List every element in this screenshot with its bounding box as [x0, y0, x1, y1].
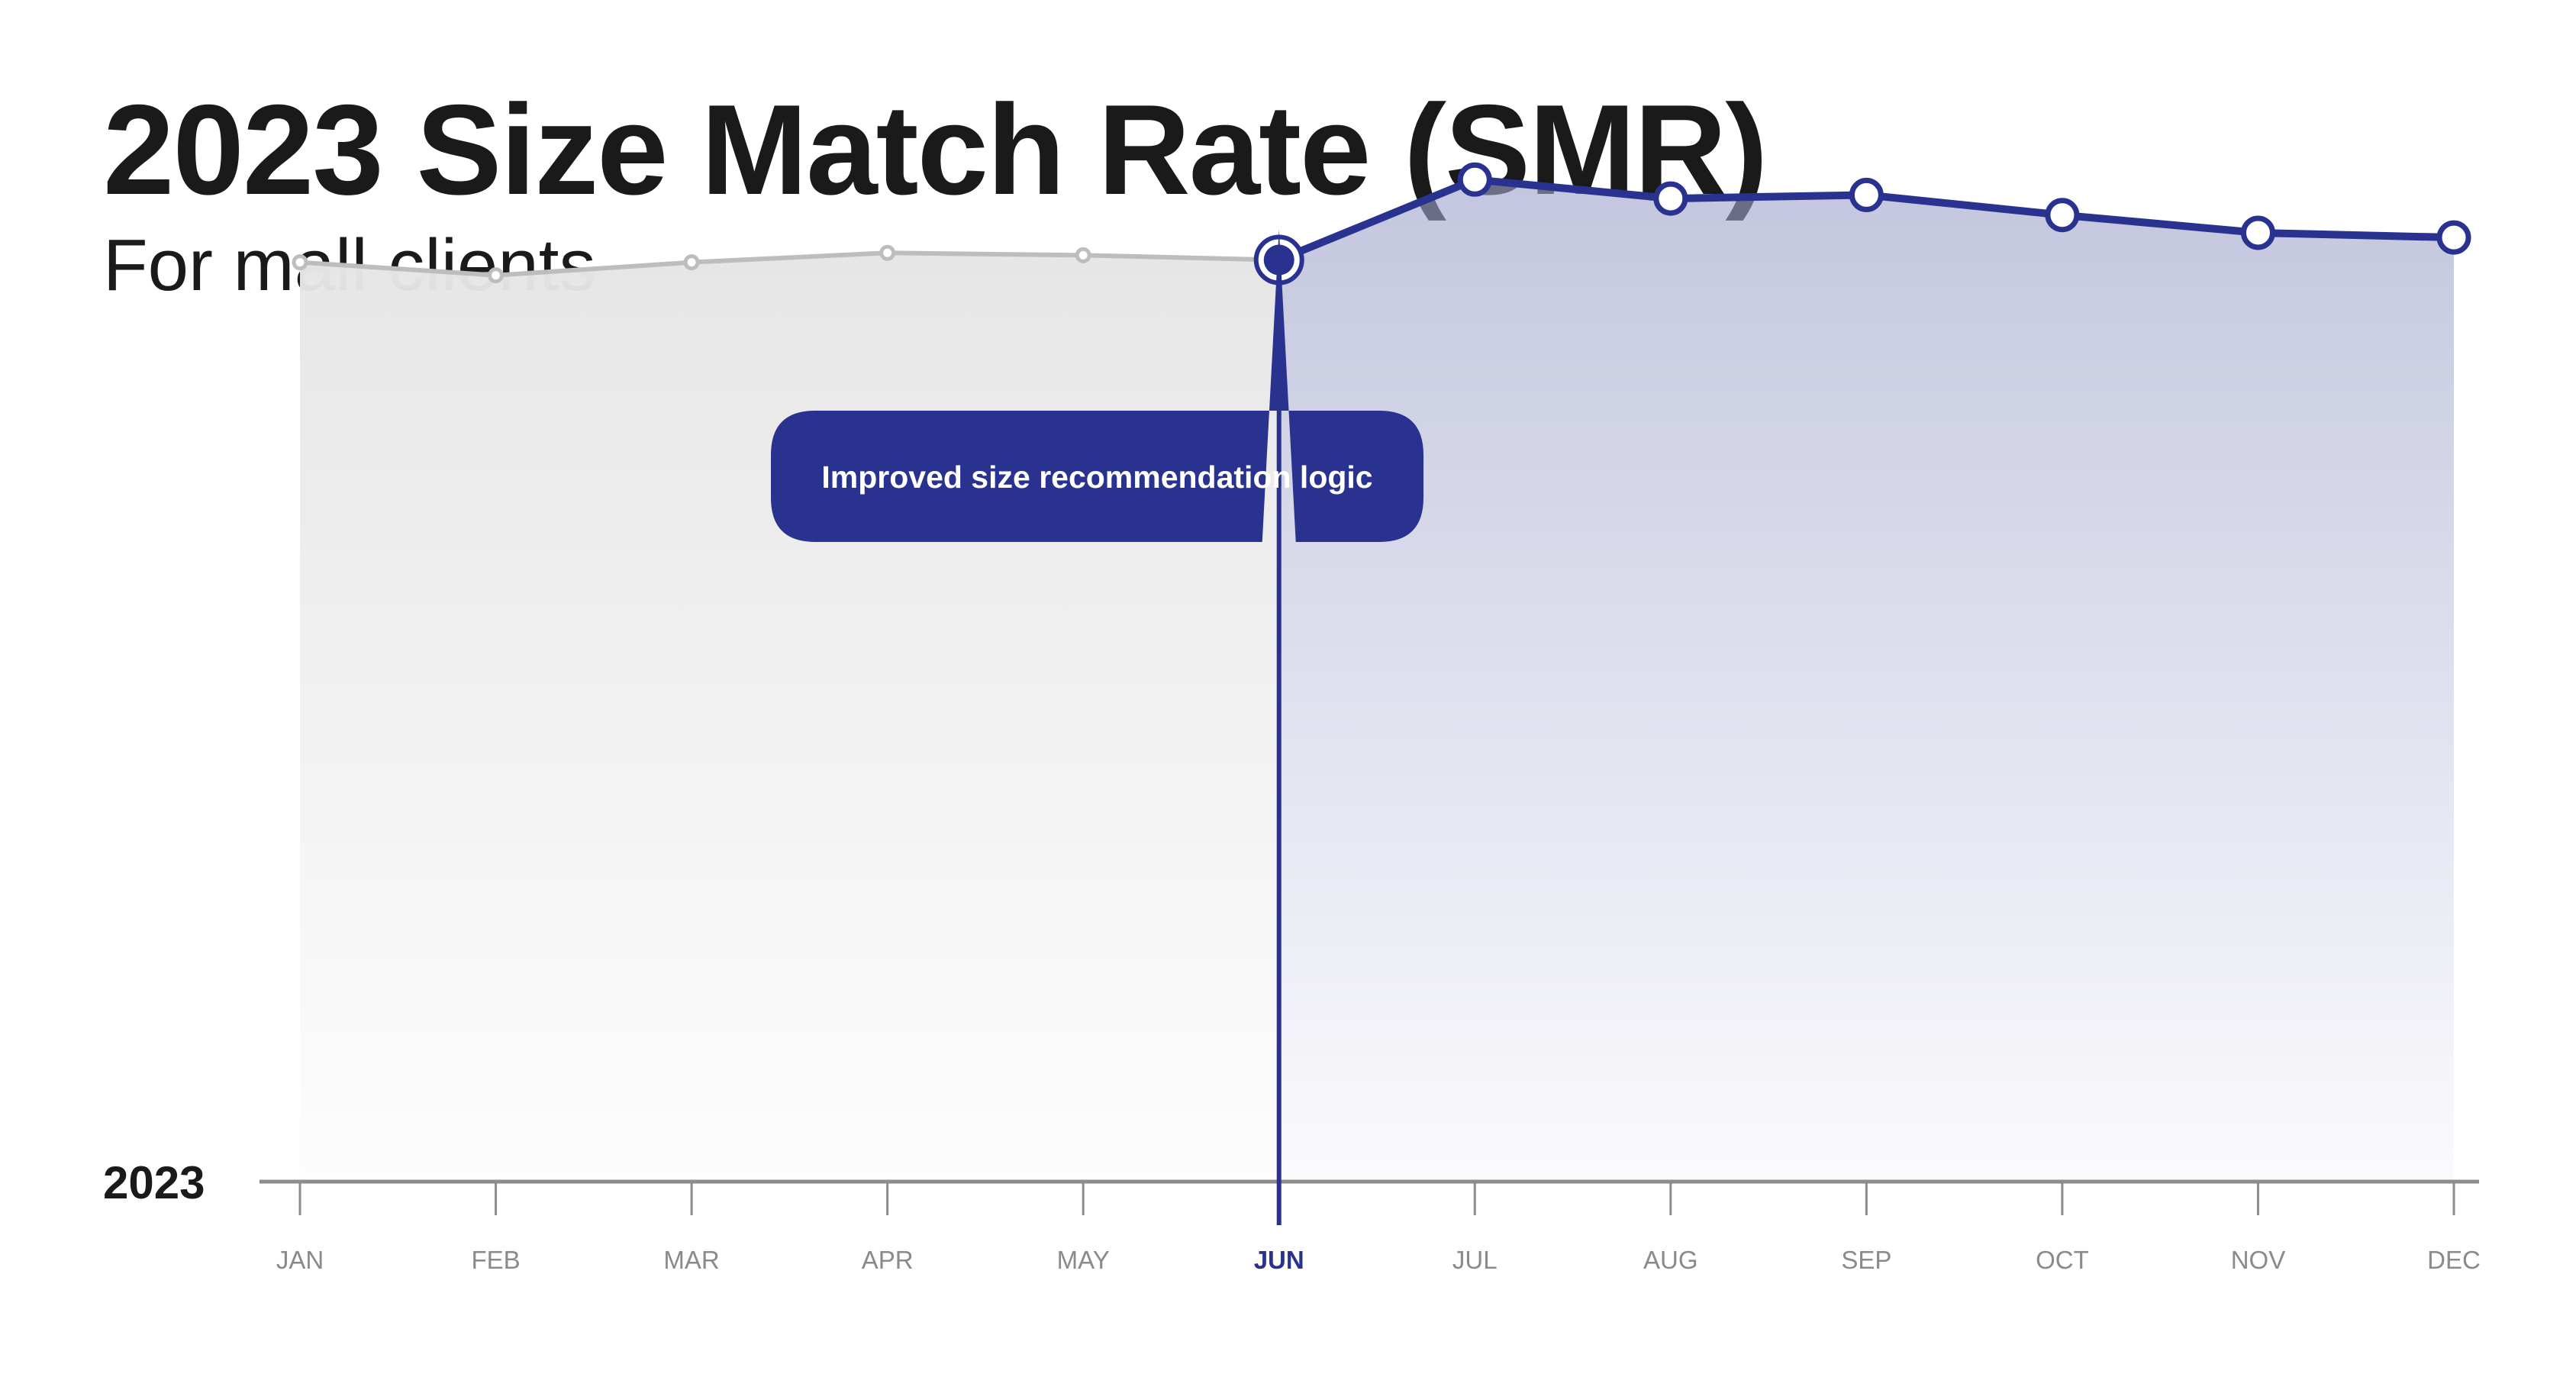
- x-label-dec: DEC: [2427, 1246, 2481, 1274]
- year-label: 2023: [103, 1157, 205, 1208]
- x-label-jan: JAN: [276, 1246, 324, 1274]
- data-point-may: [1075, 247, 1091, 263]
- annotation-callout: Improved size recommendation logic: [771, 229, 1423, 542]
- x-axis-labels: JAN FEB MAR APR MAY JUN JUL AUG SEP OCT NOV DEC: [276, 1246, 2481, 1274]
- x-label-jun: JUN: [1254, 1246, 1304, 1274]
- x-label-may: MAY: [1057, 1246, 1110, 1274]
- data-point-mar: [683, 254, 700, 271]
- data-point-apr: [879, 244, 896, 261]
- data-points: [292, 162, 2471, 285]
- x-label-nov: NOV: [2231, 1246, 2286, 1274]
- x-label-mar: MAR: [663, 1246, 719, 1274]
- data-point-aug: [1653, 181, 1688, 216]
- data-point-oct: [2045, 198, 2080, 233]
- annotation-text: Improved size recommendation logic: [821, 460, 1372, 495]
- x-label-feb: FEB: [471, 1246, 520, 1274]
- x-label-sep: SEP: [1841, 1246, 1891, 1274]
- data-point-dec: [2436, 220, 2471, 255]
- data-point-jan: [292, 254, 308, 271]
- data-point-sep: [1849, 177, 1884, 212]
- annotation-bubble: [771, 229, 1423, 542]
- x-label-oct: OCT: [2036, 1246, 2089, 1274]
- x-label-apr: APR: [862, 1246, 914, 1274]
- x-label-jul: JUL: [1452, 1246, 1498, 1274]
- area-before-change: [300, 253, 1279, 1182]
- series-line-before: [298, 250, 1282, 278]
- x-label-aug: AUG: [1643, 1246, 1698, 1274]
- data-point-jul: [1457, 162, 1492, 197]
- data-point-feb: [488, 267, 505, 284]
- x-axis-ticks: [298, 1182, 2455, 1215]
- area-after-change: [1278, 179, 2454, 1182]
- data-point-nov: [2240, 215, 2275, 250]
